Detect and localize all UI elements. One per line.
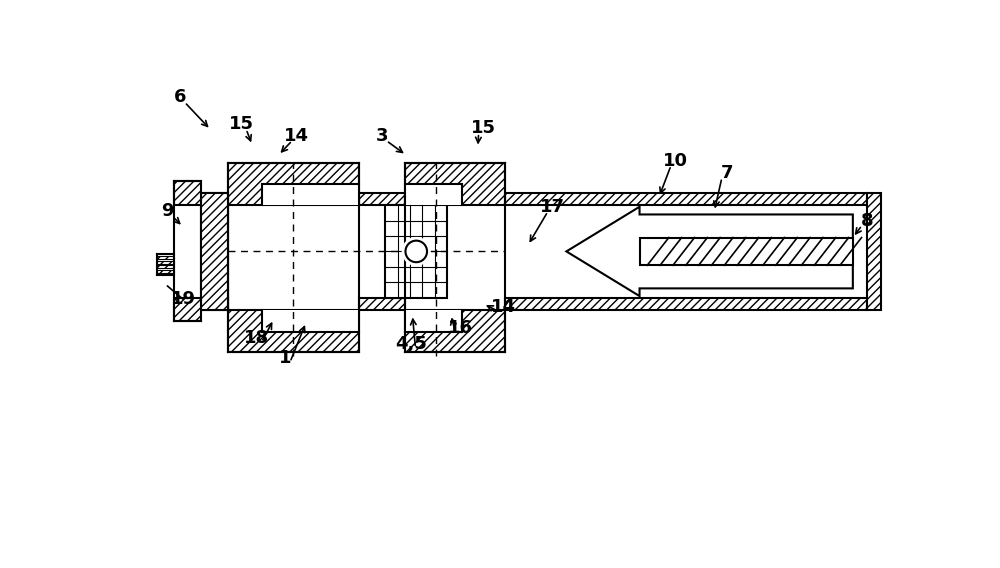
Bar [262, 310, 358, 332]
Bar [157, 256, 174, 259]
Bar [358, 298, 405, 310]
Text: 17: 17 [540, 198, 565, 216]
Bar [405, 185, 462, 205]
Bar [157, 270, 174, 273]
Text: 1: 1 [279, 349, 292, 367]
Bar [405, 310, 462, 332]
Bar [201, 298, 228, 310]
Bar [174, 181, 201, 205]
Bar [174, 298, 201, 321]
Bar [228, 163, 358, 205]
Bar [385, 205, 447, 298]
Text: 18: 18 [244, 329, 269, 346]
Text: 15: 15 [229, 115, 254, 133]
Text: 3: 3 [375, 127, 388, 145]
Text: 7: 7 [720, 164, 733, 182]
Text: 9: 9 [161, 202, 174, 220]
Bar [201, 193, 228, 310]
Bar [505, 193, 867, 205]
Bar [405, 310, 505, 352]
Text: 15: 15 [471, 119, 496, 137]
Circle shape [405, 241, 427, 262]
Polygon shape [566, 207, 853, 296]
Bar [505, 298, 867, 310]
Bar [201, 193, 228, 205]
Bar [157, 265, 174, 268]
Bar [640, 237, 853, 265]
Bar [867, 193, 881, 310]
Text: 14: 14 [284, 127, 309, 145]
Text: 6: 6 [174, 89, 186, 106]
Text: 10: 10 [663, 152, 688, 170]
Text: 19: 19 [170, 290, 195, 308]
Bar [262, 185, 358, 205]
Bar [228, 310, 358, 352]
Text: 4,5: 4,5 [395, 335, 427, 353]
Circle shape [402, 237, 430, 265]
Bar [358, 193, 405, 205]
Text: 8: 8 [860, 212, 873, 229]
Text: 16: 16 [448, 319, 473, 337]
Bar [405, 163, 505, 205]
Bar [201, 205, 228, 298]
Text: 14: 14 [491, 298, 516, 316]
Bar [157, 261, 174, 264]
